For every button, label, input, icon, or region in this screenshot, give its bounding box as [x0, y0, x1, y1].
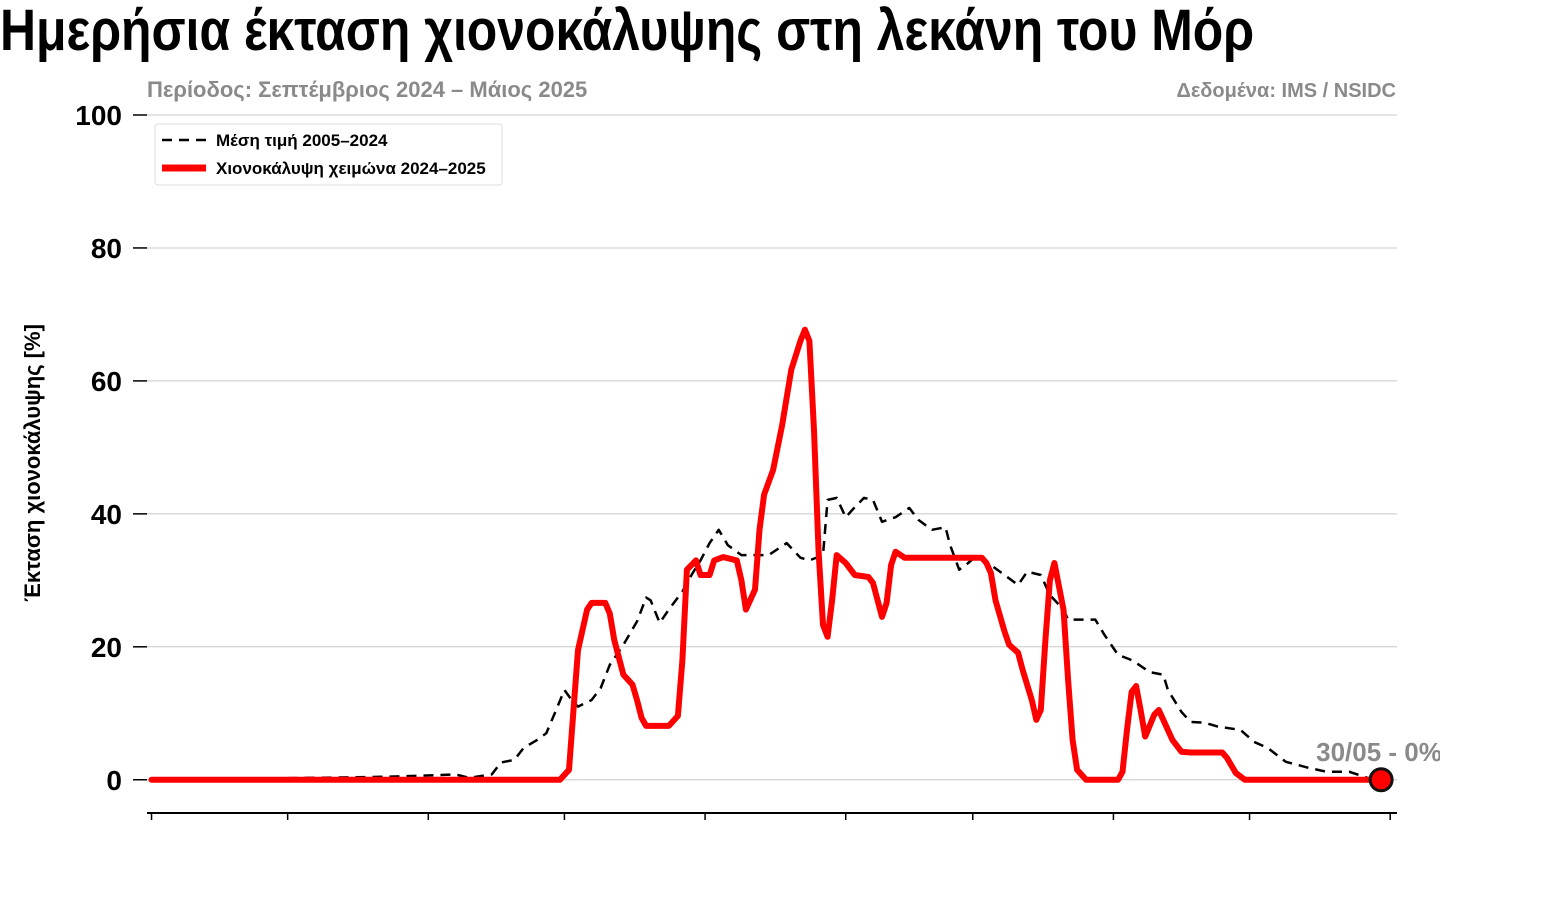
y-tick-label: 100	[75, 100, 122, 131]
y-tick-label: 60	[91, 366, 122, 397]
y-tick-label: 20	[91, 632, 122, 663]
chart-title: Ημερήσια έκταση χιονοκάλυψης στη λεκάνη …	[0, 0, 1254, 63]
figure: Ημερήσια έκταση χιονοκάλυψης στη λεκάνη …	[0, 0, 1442, 820]
legend-label: Χιονοκάλυψη χειμώνα 2024–2025	[216, 159, 486, 178]
series-line	[148, 326, 1385, 783]
y-tick-label: 40	[91, 499, 122, 530]
source: Δεδομένα: IMS / NSIDC	[1176, 80, 1396, 102]
subtitle: Περίοδος: Σεπτέμβριος 2024 – Μάιος 2025	[147, 77, 587, 102]
series-line	[151, 496, 1377, 782]
legend-box	[154, 123, 503, 186]
end-point	[1368, 767, 1394, 793]
annotation: 30/05 - 0%	[1316, 737, 1442, 767]
y-tick-label: 80	[91, 233, 122, 264]
y-axis-label: Έκταση χιονοκάλυψης [%]	[20, 324, 45, 602]
y-tick-label: 0	[106, 765, 122, 796]
legend-label: Μέση τιμή 2005–2024	[216, 131, 388, 150]
